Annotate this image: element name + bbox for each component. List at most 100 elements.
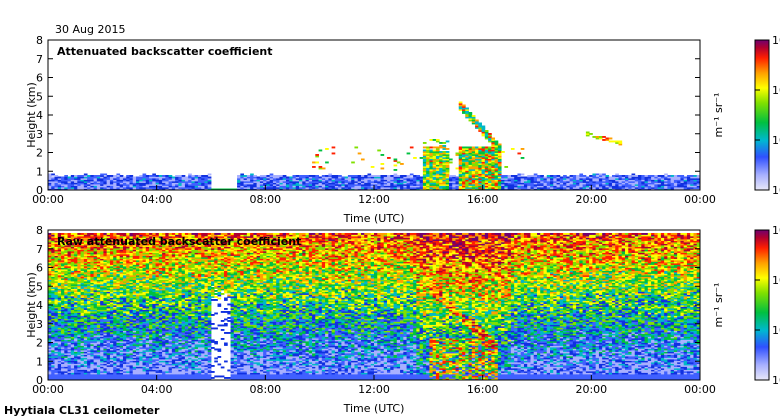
heatmap-cell <box>132 182 137 185</box>
heatmap-cell <box>481 154 486 156</box>
x-tick-label: 04:00 <box>141 193 173 206</box>
heatmap-cell <box>139 175 143 177</box>
heatmap-cell <box>240 187 244 189</box>
heatmap-cell <box>106 179 111 182</box>
heatmap-cell <box>80 179 85 182</box>
heatmap-cell <box>403 184 407 186</box>
heatmap-cell <box>204 185 209 188</box>
heatmap-cell <box>445 158 450 161</box>
heatmap-cell <box>465 113 469 116</box>
heatmap-cell <box>295 178 300 180</box>
heatmap-cell <box>403 181 407 183</box>
heatmap-cell <box>338 176 342 179</box>
heatmap-cell <box>119 176 124 179</box>
heatmap-cell <box>347 187 352 189</box>
heatmap-cell <box>435 166 440 168</box>
heatmap-cell <box>595 173 600 176</box>
heatmap-cell <box>468 116 473 119</box>
heatmap-cell <box>51 233 55 235</box>
heatmap-cell <box>465 110 469 113</box>
heatmap-cell <box>605 137 610 140</box>
heatmap-cell <box>370 175 375 177</box>
heatmap-cell <box>458 169 463 171</box>
heatmap-cell <box>445 160 450 162</box>
heatmap-cell <box>429 164 434 167</box>
heatmap-cell <box>442 166 447 168</box>
heatmap-cell <box>54 184 59 186</box>
heatmap-cell <box>458 152 463 155</box>
heatmap-cell <box>136 181 140 183</box>
heatmap-cell <box>478 155 482 158</box>
heatmap-cell <box>116 185 121 188</box>
heatmap-cell <box>312 187 316 189</box>
heatmap-cell <box>194 178 199 180</box>
heatmap-cell <box>550 175 554 177</box>
heatmap-cell <box>465 161 469 164</box>
heatmap-cell <box>149 176 153 179</box>
heatmap-cell <box>51 173 55 176</box>
heatmap-cell <box>442 152 447 155</box>
heatmap-cell <box>442 163 447 165</box>
heatmap-cell <box>484 131 489 134</box>
heatmap-cell <box>54 178 59 180</box>
heatmap-cell <box>308 176 313 179</box>
y-tick-label: 7 <box>36 53 43 66</box>
heatmap-cell <box>465 157 469 159</box>
x-tick-label: 00:00 <box>32 193 64 206</box>
heatmap-cell <box>605 175 610 177</box>
heatmap-cell <box>615 173 619 176</box>
heatmap-cell <box>416 187 421 189</box>
heatmap-cell <box>90 181 95 183</box>
heatmap-cell <box>471 172 476 174</box>
heatmap-cell <box>341 184 346 186</box>
heatmap-cell <box>149 184 153 186</box>
heatmap-cell <box>122 184 127 186</box>
heatmap-cell <box>380 175 385 177</box>
heatmap-cell <box>374 179 378 182</box>
heatmap-cell <box>122 176 127 179</box>
heatmap-cell <box>465 173 469 176</box>
heatmap-cell <box>422 176 427 179</box>
heatmap-cell <box>520 176 525 179</box>
heatmap-cell <box>442 157 447 159</box>
heatmap-cell <box>465 109 469 111</box>
heatmap-cell <box>83 175 88 177</box>
heatmap-cell <box>621 175 626 177</box>
heatmap-cell <box>354 179 359 182</box>
heatmap-cell <box>481 163 486 165</box>
heatmap-cell <box>475 182 479 185</box>
heatmap-cell <box>237 176 241 179</box>
heatmap-cell <box>432 152 437 155</box>
heatmap-cell <box>70 176 75 179</box>
heatmap-cell <box>406 152 411 155</box>
heatmap-cell <box>175 175 179 177</box>
heatmap-cell <box>178 187 183 189</box>
heatmap-cell <box>422 185 427 188</box>
heatmap-cell <box>481 146 486 149</box>
heatmap-cell <box>488 172 492 174</box>
heatmap-cell <box>302 187 306 189</box>
heatmap-cell <box>504 166 509 168</box>
heatmap-cell <box>145 188 150 191</box>
heatmap-cell <box>481 179 486 182</box>
heatmap-cell <box>491 169 496 171</box>
heatmap-cell <box>471 118 476 120</box>
heatmap-cell <box>481 164 486 167</box>
heatmap-cell <box>197 184 202 186</box>
heatmap-cell <box>197 179 202 182</box>
heatmap-cell <box>501 175 505 177</box>
heatmap-cell <box>67 187 72 189</box>
heatmap-cell <box>468 173 473 176</box>
heatmap-cell <box>507 175 512 177</box>
heatmap-cell <box>481 128 486 131</box>
heatmap-cell <box>673 175 678 177</box>
heatmap-cell <box>471 169 476 171</box>
heatmap-cell <box>396 175 401 177</box>
heatmap-cell <box>308 178 313 180</box>
heatmap-cell <box>129 185 134 188</box>
heatmap-cell <box>305 181 310 183</box>
heatmap-cell <box>455 178 460 180</box>
heatmap-cell <box>442 170 447 173</box>
heatmap-cell <box>478 161 482 164</box>
heatmap-cell <box>312 182 316 185</box>
